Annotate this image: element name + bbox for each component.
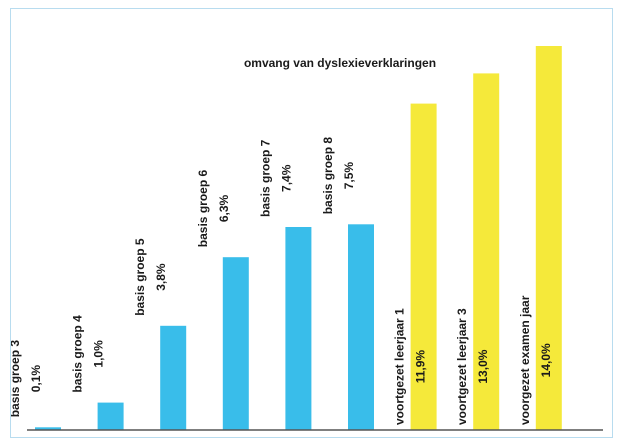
bar-6 — [348, 224, 374, 430]
category-label-3: basis groep 5 — [133, 238, 147, 316]
bar-4 — [222, 257, 249, 430]
bar-8 — [473, 73, 500, 431]
value-label-1: 0,1% — [29, 365, 43, 393]
category-label-4: basis groep 6 — [196, 170, 210, 248]
category-label-2: basis groep 4 — [71, 315, 85, 393]
category-label-1: basis groep 3 — [11, 340, 22, 418]
value-label-6: 7,5% — [342, 162, 356, 190]
value-label-4: 6,3% — [217, 194, 231, 222]
chart-title: omvang van dyslexieverklaringen — [244, 56, 436, 70]
chart-svg: omvang van dyslexieverklaringen basis gr… — [11, 46, 603, 431]
bar-2 — [97, 402, 124, 430]
category-label-6: basis groep 8 — [321, 137, 335, 215]
category-label-7: voortgezet leerjaar 1 — [393, 308, 407, 425]
bar-1 — [35, 427, 61, 430]
value-label-5: 7,4% — [279, 164, 293, 192]
category-label-8: voortgezet leerjaar 3 — [455, 308, 469, 425]
value-label-9: 14,0% — [539, 343, 553, 377]
bar-5 — [285, 227, 312, 430]
value-label-7: 11,9% — [414, 350, 428, 384]
labels-group: basis groep 3 0,1% basis groep 4 1,0% basis … — [11, 137, 553, 425]
category-label-9: voorgezet examen jaar — [518, 295, 532, 425]
value-label-2: 1,0% — [92, 340, 106, 368]
bars-group — [35, 46, 562, 431]
category-label-5: basis groep 7 — [258, 139, 272, 217]
bar-9 — [535, 46, 562, 430]
value-label-8: 13,0% — [476, 349, 490, 383]
bar-3 — [160, 325, 187, 430]
chart-frame: omvang van dyslexieverklaringen basis gr… — [10, 8, 613, 438]
bar-7 — [410, 103, 437, 430]
value-label-3: 3,8% — [154, 263, 168, 291]
